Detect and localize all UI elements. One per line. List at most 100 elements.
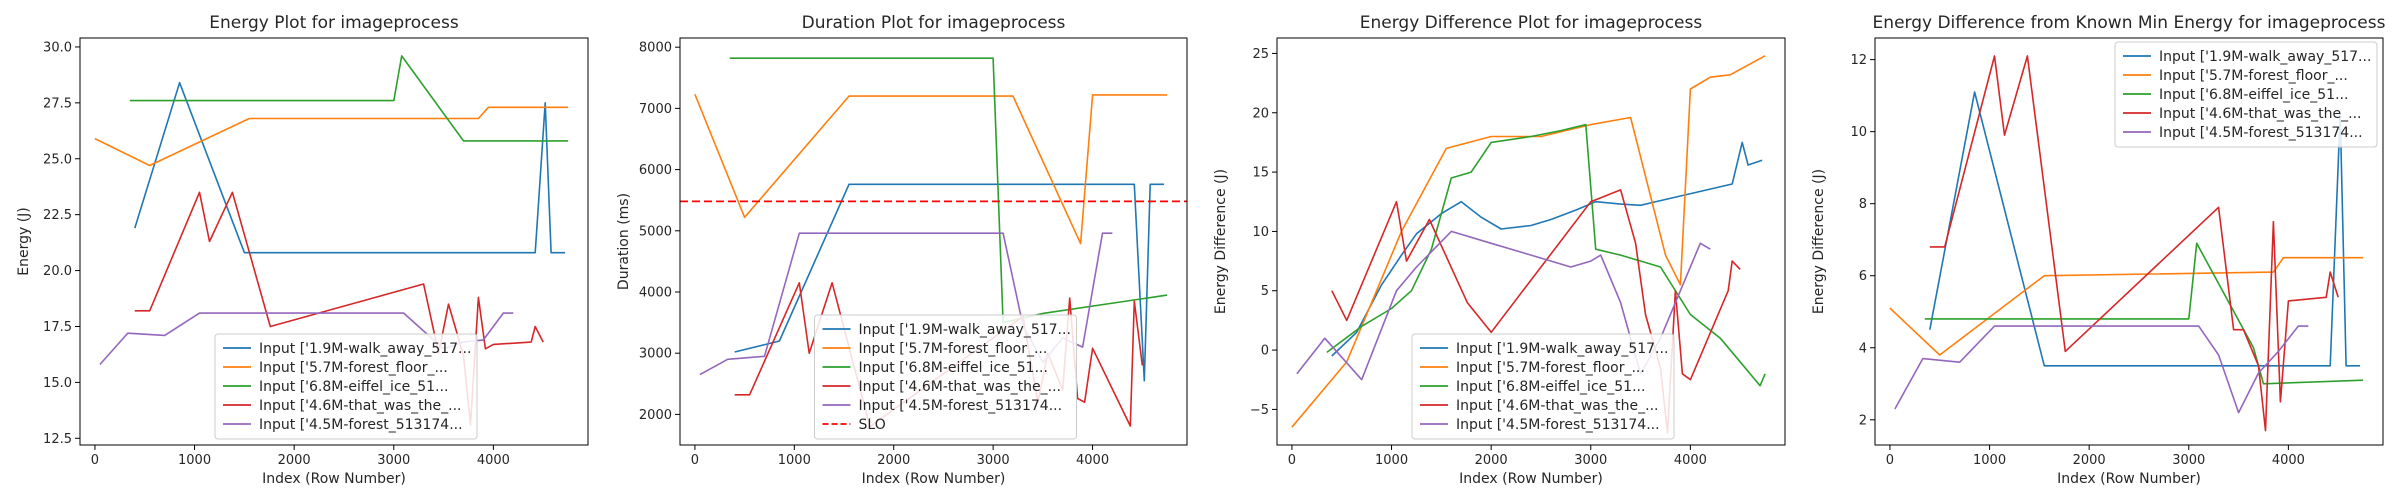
legend-label: Input ['1.9M-walk_away_517... xyxy=(2159,49,2371,65)
series-line-4 xyxy=(1331,189,1741,434)
series-line-1 xyxy=(1331,141,1763,357)
series-line-3 xyxy=(1326,123,1766,387)
legend-box xyxy=(214,333,478,440)
legend-label: Input ['4.6M-that_was_the_... xyxy=(1456,398,1659,414)
chart-title: Energy Plot for imageprocess xyxy=(209,13,459,33)
y-axis-label: Energy (J) xyxy=(16,207,32,276)
y-tick-label: 20.0 xyxy=(43,264,72,279)
series-line-4 xyxy=(1929,55,2339,432)
series-line-1 xyxy=(1929,91,2361,367)
y-tick-label: 20 xyxy=(1252,106,1269,121)
x-tick-label: 0 xyxy=(1288,453,1296,468)
y-tick-label: 22.5 xyxy=(43,208,72,223)
x-tick-label: 1000 xyxy=(1973,453,2006,468)
series-line-2 xyxy=(1889,256,2364,356)
legend-label: Input ['5.7M-forest_floor_... xyxy=(2159,68,2348,84)
y-tick-label: 6000 xyxy=(639,163,672,178)
legend-label: Input ['6.8M-eiffel_ice_51... xyxy=(259,379,448,395)
legend-label: Input ['4.5M-forest_513174... xyxy=(1456,417,1660,433)
x-tick-label: 4000 xyxy=(477,453,510,468)
legend: Input ['1.9M-walk_away_517... Input ['5.7… xyxy=(814,314,1077,440)
legend-label: Input ['4.5M-forest_513174... xyxy=(259,417,463,433)
legend-label: Input ['4.6M-that_was_the_... xyxy=(859,379,1062,395)
series-line-3 xyxy=(1924,242,2364,385)
x-tick-label: 1000 xyxy=(778,453,811,468)
x-axis-label: Index (Row Number) xyxy=(862,471,1006,487)
x-tick-label: 1000 xyxy=(178,453,211,468)
x-tick-label: 0 xyxy=(691,453,699,468)
chart-title: Duration Plot for imageprocess xyxy=(802,13,1066,33)
legend-box xyxy=(2114,41,2378,148)
series-line-4 xyxy=(134,191,544,426)
y-tick-label: 12.5 xyxy=(43,432,72,447)
y-tick-label: 30.0 xyxy=(43,40,72,55)
plot-frame xyxy=(79,37,589,446)
x-axis-label: Index (Row Number) xyxy=(262,471,406,487)
x-tick-label: 4000 xyxy=(1076,453,1109,468)
legend-label: Input ['1.9M-walk_away_517... xyxy=(859,322,1071,338)
x-tick-label: 0 xyxy=(91,453,99,468)
series-line-3 xyxy=(129,55,569,142)
y-tick-label: 5 xyxy=(1261,284,1269,299)
series-line-3 xyxy=(729,57,1168,324)
legend-label: Input ['4.6M-that_was_the_... xyxy=(259,398,462,414)
x-axis-label: Index (Row Number) xyxy=(2057,471,2201,487)
x-tick-label: 4000 xyxy=(2272,453,2305,468)
x-tick-label: 2000 xyxy=(877,453,910,468)
y-tick-label: 2 xyxy=(1859,413,1867,428)
legend: Input ['1.9M-walk_away_517... Input ['5.7… xyxy=(1411,333,1675,440)
x-tick-label: 3000 xyxy=(2172,453,2205,468)
legend-label: SLO xyxy=(859,417,886,433)
y-tick-label: 5000 xyxy=(639,224,672,239)
plot-frame xyxy=(1874,37,2384,446)
legend: Input ['1.9M-walk_away_517... Input ['5.7… xyxy=(214,333,478,440)
y-tick-label: −5 xyxy=(1250,403,1269,418)
series-line-1 xyxy=(734,183,1165,382)
y-tick-label: 17.5 xyxy=(43,320,72,335)
legend-box xyxy=(1411,333,1675,440)
y-tick-label: 7000 xyxy=(639,102,672,117)
y-tick-label: 8 xyxy=(1859,197,1867,212)
legend-label: Input ['6.8M-eiffel_ice_51... xyxy=(859,360,1048,376)
y-tick-label: 25.0 xyxy=(43,152,72,167)
y-axis-label: Duration (ms) xyxy=(616,193,632,290)
x-tick-label: 4000 xyxy=(1674,453,1707,468)
legend-box xyxy=(814,314,1077,440)
legend-label: Input ['4.6M-that_was_the_... xyxy=(2159,106,2362,122)
x-axis-label: Index (Row Number) xyxy=(1459,471,1603,487)
legend-label: Input ['1.9M-walk_away_517... xyxy=(1456,341,1668,357)
legend-label: Input ['4.5M-forest_513174... xyxy=(2159,125,2363,141)
legend-label: Input ['4.5M-forest_513174... xyxy=(859,398,1063,414)
series-line-5 xyxy=(1296,230,1711,381)
legend: Input ['1.9M-walk_away_517... Input ['5.7… xyxy=(2114,41,2378,148)
y-tick-label: 4 xyxy=(1859,341,1867,356)
y-axis-label: Energy Difference (J) xyxy=(1213,169,1229,314)
y-tick-label: 27.5 xyxy=(43,96,72,111)
legend-label: Input ['6.8M-eiffel_ice_51... xyxy=(2159,87,2348,103)
y-axis-label: Energy Difference (J) xyxy=(1811,169,1827,314)
chart-panel-2: Duration Plot for imageprocess 0 1000 2000 3… xyxy=(616,13,1188,487)
y-tick-label: 6 xyxy=(1859,269,1867,284)
y-tick-label: 10 xyxy=(1252,225,1269,240)
chart-title: Energy Difference from Known Min Energy … xyxy=(1873,13,2386,33)
series-line-5 xyxy=(99,312,514,366)
y-tick-label: 15 xyxy=(1252,166,1269,181)
legend-label: Input ['6.8M-eiffel_ice_51... xyxy=(1456,379,1645,395)
series-line-1 xyxy=(134,81,566,254)
y-tick-label: 0 xyxy=(1261,344,1269,359)
series-line-2 xyxy=(1291,55,1766,428)
y-tick-label: 15.0 xyxy=(43,376,72,391)
legend-label: Input ['5.7M-forest_floor_... xyxy=(859,341,1048,357)
legend-label: Input ['5.7M-forest_floor_... xyxy=(259,360,448,376)
chart-panel-4: Energy Difference from Known Min Energy … xyxy=(1811,13,2386,487)
plot-frame xyxy=(679,37,1188,446)
y-tick-label: 25 xyxy=(1252,47,1269,62)
legend-label: Input ['1.9M-walk_away_517... xyxy=(259,341,471,357)
y-tick-label: 4000 xyxy=(639,285,672,300)
y-tick-label: 2000 xyxy=(639,408,672,423)
legend-label: Input ['5.7M-forest_floor_... xyxy=(1456,360,1645,376)
y-tick-label: 3000 xyxy=(639,347,672,362)
y-tick-label: 8000 xyxy=(639,41,672,56)
series-line-2 xyxy=(694,94,1168,245)
